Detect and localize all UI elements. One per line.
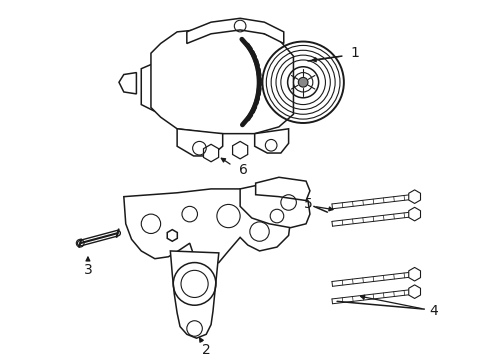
Polygon shape	[186, 18, 283, 44]
Polygon shape	[177, 129, 222, 156]
Polygon shape	[408, 190, 420, 203]
Polygon shape	[255, 177, 309, 201]
Polygon shape	[123, 189, 290, 265]
Polygon shape	[119, 73, 136, 94]
Polygon shape	[408, 267, 420, 281]
Text: 6: 6	[238, 162, 247, 176]
Polygon shape	[232, 141, 247, 159]
Polygon shape	[240, 183, 309, 228]
Circle shape	[298, 77, 307, 87]
Text: 4: 4	[429, 304, 438, 318]
Polygon shape	[151, 28, 293, 134]
Polygon shape	[167, 230, 177, 241]
Polygon shape	[203, 144, 218, 162]
Text: 1: 1	[349, 46, 358, 60]
Polygon shape	[408, 285, 420, 298]
Text: 5: 5	[303, 197, 312, 211]
Text: 2: 2	[202, 343, 210, 357]
Polygon shape	[141, 63, 168, 111]
Polygon shape	[254, 129, 288, 153]
Polygon shape	[170, 251, 218, 338]
Text: 3: 3	[83, 263, 92, 277]
Polygon shape	[408, 207, 420, 221]
